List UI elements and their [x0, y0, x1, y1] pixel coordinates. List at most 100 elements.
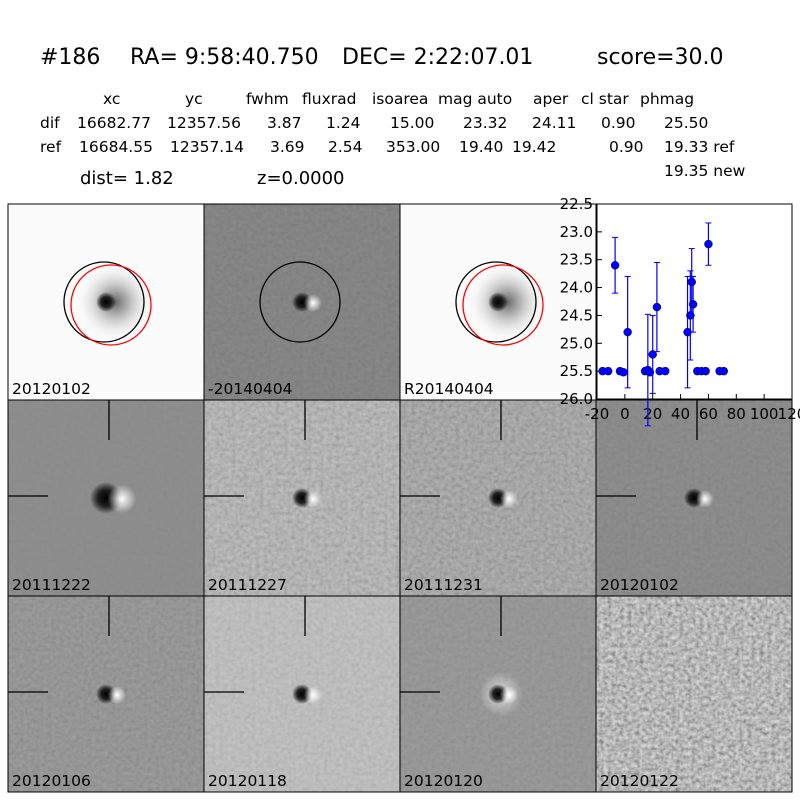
plot-frame: [596, 203, 793, 400]
y-tick-label: 24.0: [560, 279, 593, 297]
table-cell: 25.50: [664, 114, 708, 132]
data-point: [645, 368, 655, 377]
declination: DEC= 2:22:07.01: [342, 45, 533, 70]
table-cell: 19.42: [512, 138, 556, 156]
candidate-id: #186: [40, 45, 100, 70]
stamp-label: 20120102: [12, 380, 91, 398]
x-tick-label: 80: [727, 405, 746, 423]
y-tick-label: 26.0: [560, 390, 593, 408]
stamp: 20120106: [7, 595, 205, 793]
table-cell: 19.40: [459, 138, 503, 156]
table-cell: 16684.55: [79, 138, 153, 156]
column-header: xc: [103, 90, 120, 108]
table-cell: 1.24: [326, 114, 361, 132]
table-cell: 19.33 ref: [664, 138, 735, 156]
data-point: [719, 366, 728, 376]
column-header: yc: [185, 90, 203, 108]
y-tick-label: 23.5: [560, 251, 593, 269]
aperture: [259, 261, 341, 343]
column-header: aper: [533, 90, 569, 108]
stamp-label: 20111227: [208, 576, 287, 594]
data-point: [688, 300, 698, 309]
table-cell: 15.00: [390, 114, 434, 132]
source-light: [108, 686, 126, 704]
phmag-new: 19.35 new: [664, 162, 746, 180]
data-point: [603, 366, 613, 376]
data-point: [687, 277, 696, 287]
stamp-label: R20140404: [404, 380, 494, 398]
stamp: R20140404: [399, 203, 597, 401]
source-light: [304, 294, 322, 312]
stamp-label: 20111231: [404, 576, 483, 594]
data-point: [610, 261, 620, 270]
stamp: 20111222: [7, 399, 205, 597]
aperture: [63, 261, 145, 343]
row-label: dif: [40, 114, 60, 132]
table-cell: 3.87: [267, 114, 302, 132]
stamp-label: -20140404: [208, 380, 293, 398]
stamp: -20140404: [203, 203, 401, 401]
table-cell: 0.90: [609, 138, 644, 156]
column-header: mag auto: [438, 90, 512, 108]
data-point: [648, 350, 657, 359]
data-point: [701, 366, 710, 376]
data-point: [623, 327, 632, 337]
column-header: phmag: [640, 90, 694, 108]
stamp: 20120122: [595, 595, 793, 793]
x-tick-label: 0: [620, 405, 630, 423]
source-light: [304, 490, 322, 508]
stamp-border: [595, 595, 793, 793]
stamp-label: 20120102: [600, 576, 679, 594]
x-tick-label: 120: [778, 405, 800, 423]
distance: dist= 1.82: [80, 168, 174, 189]
source-light: [107, 484, 137, 514]
source-dark: [96, 292, 116, 312]
stamp: 20111227: [203, 399, 401, 597]
column-header: fluxrad: [302, 90, 356, 108]
score: score=30.0: [597, 45, 724, 70]
table-cell: 3.69: [270, 138, 305, 156]
table-cell: 353.00: [386, 138, 440, 156]
stamp: 20120118: [203, 595, 401, 793]
stamp: 20120120: [399, 595, 597, 793]
column-header: cl star: [581, 90, 629, 108]
table-cell: 2.54: [328, 138, 363, 156]
stamp-label: 20120118: [208, 772, 287, 790]
table-cell: 24.11: [532, 114, 576, 132]
data-point: [652, 302, 662, 312]
stamp: 20120102: [595, 399, 793, 597]
data-point: [619, 368, 628, 377]
redshift: z=0.0000: [257, 168, 345, 189]
table-cell: 23.32: [463, 114, 507, 132]
data-point: [661, 366, 670, 376]
source-light: [696, 490, 714, 508]
column-header: fwhm: [246, 90, 289, 108]
stamp: 20120102: [7, 203, 205, 401]
x-tick-label: 20: [643, 405, 662, 423]
aperture-ref: [70, 264, 152, 346]
stamp-noise: [596, 596, 792, 792]
y-tick-label: 23.0: [560, 223, 593, 241]
row-label: ref: [40, 138, 62, 156]
y-tick-label: 25.0: [560, 334, 593, 352]
right-ascension: RA= 9:58:40.750: [130, 45, 319, 70]
y-tick-label: 24.5: [560, 306, 593, 324]
y-tick-label: 25.5: [560, 362, 593, 380]
stamp-label: 20120120: [404, 772, 483, 790]
source-light: [304, 686, 322, 704]
table-cell: 12357.14: [170, 138, 244, 156]
source-light: [500, 686, 518, 704]
x-tick-label: 60: [699, 405, 718, 423]
source-light: [500, 490, 518, 508]
y-tick-label: 22.5: [560, 195, 593, 213]
x-tick-label: 40: [671, 405, 690, 423]
x-tick-label: -20: [585, 405, 610, 423]
stamp-label: 20120106: [12, 772, 91, 790]
x-tick-label: 100: [750, 405, 779, 423]
data-point: [704, 239, 713, 249]
stamp-label: 20111222: [12, 576, 91, 594]
column-header: isoarea: [372, 90, 428, 108]
stamp: 20111231: [399, 399, 597, 597]
source-dark: [488, 292, 508, 312]
